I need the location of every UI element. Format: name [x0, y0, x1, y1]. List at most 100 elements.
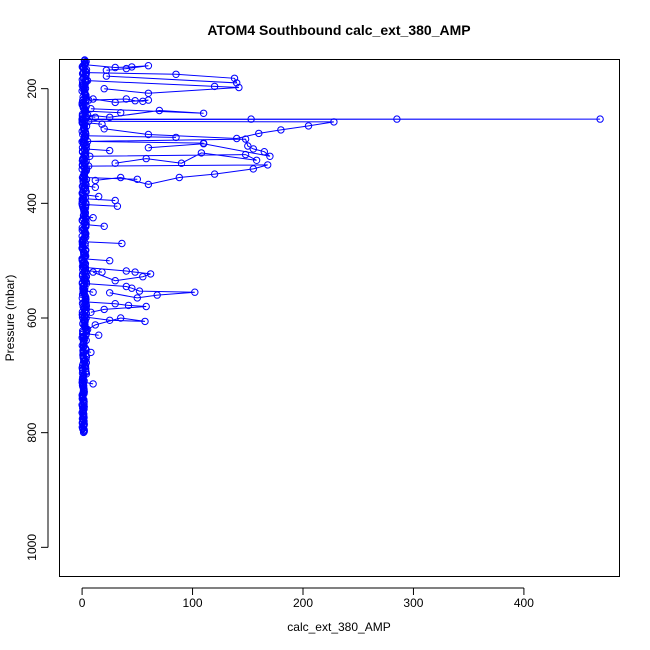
data-point: [87, 348, 95, 357]
data-point: [91, 113, 100, 122]
data-point: [233, 79, 241, 87]
data-point: [172, 133, 180, 142]
data-point: [197, 149, 206, 157]
data-point: [91, 183, 100, 192]
data-point: [252, 156, 261, 165]
data-point: [304, 122, 313, 130]
data-point: [95, 331, 103, 339]
data-point: [131, 268, 139, 276]
data-point: [139, 97, 147, 106]
series-line-excursion: [88, 120, 334, 140]
series-line-excursion: [87, 80, 239, 94]
data-point: [87, 308, 95, 316]
series-line-segment: [84, 148, 110, 152]
data-point: [266, 152, 274, 161]
data-point: [135, 287, 144, 295]
x-tick-label: 200: [293, 596, 313, 610]
series-line-excursion: [87, 138, 271, 157]
y-tick-label: 400: [25, 193, 39, 213]
data-point: [133, 294, 142, 302]
x-axis: 0 100 200 300 400: [79, 587, 534, 610]
data-point: [141, 317, 149, 326]
data-point: [264, 161, 272, 169]
series-line-segment: [84, 215, 94, 219]
data-point: [144, 130, 153, 139]
data-point: [89, 95, 97, 103]
series-line-segment: [84, 110, 121, 114]
data-point: [330, 118, 338, 126]
series-line-segment: [84, 204, 118, 207]
data-point: [106, 257, 114, 265]
series-line-excursion: [85, 267, 151, 282]
data-point: [100, 305, 108, 314]
series-line-segment: [84, 185, 96, 188]
data-point: [122, 267, 131, 275]
series-line-segment: [84, 135, 177, 138]
chart-title: ATOM4 Southbound calc_ext_380_AMP: [207, 22, 470, 38]
data-point: [175, 173, 184, 182]
data-point: [98, 268, 106, 276]
y-tick-label: 1000: [25, 534, 39, 561]
series-line-segment: [84, 177, 138, 180]
data-point: [79, 330, 87, 338]
data-point: [144, 96, 153, 104]
data-point: [122, 64, 131, 73]
data-point: [144, 61, 153, 70]
data-point: [106, 316, 114, 324]
data-point: [82, 68, 91, 77]
data-point: [133, 175, 142, 184]
data-point: [233, 134, 241, 143]
data-point: [277, 126, 285, 134]
series-line-segment: [84, 140, 204, 144]
data-point: [230, 74, 239, 83]
series-line-segment: [84, 258, 110, 262]
data-point: [241, 150, 250, 159]
data-point: [106, 113, 114, 122]
x-tick-label: 0: [79, 596, 86, 610]
data-point: [82, 279, 91, 288]
plot-frame: [59, 59, 620, 577]
data-point: [172, 70, 180, 79]
x-tick-label: 400: [514, 596, 534, 610]
data-point: [235, 83, 243, 92]
data-point: [122, 95, 131, 103]
y-tick-label: 800: [25, 422, 39, 442]
data-point: [106, 146, 114, 155]
data-point: [249, 145, 258, 153]
data-point: [83, 76, 92, 85]
data-point: [247, 115, 255, 123]
data-point: [244, 142, 252, 150]
y-axis: 200 400 600 800 1000: [25, 78, 49, 561]
data-point: [86, 152, 94, 161]
x-tick-label: 300: [403, 596, 423, 610]
data-point: [80, 60, 89, 69]
x-axis-label: calc_ext_380_AMP: [287, 620, 390, 634]
data-point: [89, 380, 97, 388]
series-line-excursion: [88, 98, 149, 103]
data-point: [89, 214, 97, 222]
data-point: [117, 173, 125, 182]
data-point: [111, 300, 119, 308]
data-point: [144, 180, 153, 189]
data-point: [199, 109, 208, 118]
data-point: [117, 314, 125, 322]
data-point: [98, 120, 106, 128]
data-point: [100, 85, 108, 93]
data-point: [596, 115, 604, 123]
data-point: [83, 325, 92, 334]
data-point: [131, 97, 139, 105]
data-point: [128, 284, 136, 292]
data-point: [210, 170, 219, 178]
series-line-excursion: [87, 108, 204, 118]
data-point: [100, 222, 108, 231]
series-line-excursion: [86, 283, 195, 299]
data-point: [79, 428, 88, 437]
data-point: [118, 239, 126, 248]
data-point: [124, 301, 133, 310]
data-point: [100, 125, 108, 133]
data-point: [117, 109, 125, 117]
series-line-segment: [84, 241, 122, 244]
data-point: [102, 66, 111, 75]
data-point: [79, 212, 88, 220]
